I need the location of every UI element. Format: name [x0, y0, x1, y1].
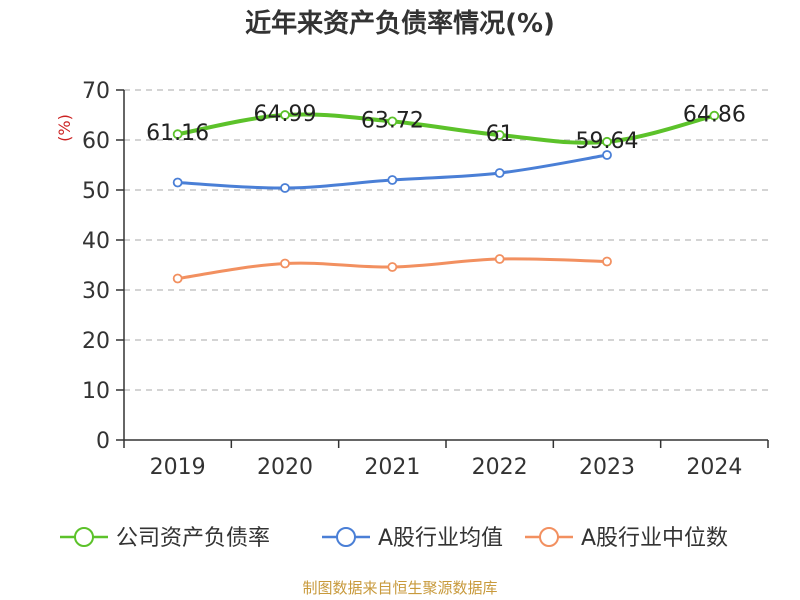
legend-label: A股行业均值	[378, 526, 503, 551]
y-tick-label: 10	[82, 379, 110, 404]
y-tick-label: 40	[82, 229, 110, 254]
x-tick-label: 2023	[579, 455, 635, 480]
x-tick-label: 2021	[364, 455, 420, 480]
chart-title: 近年来资产负债率情况(%)	[245, 8, 555, 39]
data-point	[172, 273, 183, 284]
legend-marker	[539, 527, 559, 547]
data-label: 59.64	[576, 129, 639, 154]
data-point	[172, 129, 183, 140]
data-label: 61.16	[146, 121, 209, 146]
data-point	[602, 256, 612, 267]
data-point	[709, 110, 720, 121]
data-point	[172, 177, 183, 188]
data-label: 63.72	[361, 108, 424, 133]
series-line	[177, 112, 715, 145]
data-point	[387, 262, 398, 272]
legend-label: 公司资产负债率	[116, 526, 270, 551]
axes: 0 10 20 30 40 50 60 70 2019 2020 2021 2022 2023 2024	[82, 79, 769, 480]
gridlines	[124, 89, 768, 391]
data-point	[280, 110, 290, 120]
x-tick-label: 2020	[257, 455, 313, 480]
data-point	[280, 183, 290, 193]
data-label: 64.99	[254, 102, 317, 127]
data-label: 64.86	[683, 103, 746, 128]
y-tick-label: 50	[82, 179, 110, 204]
x-tick-label: 2022	[472, 455, 528, 480]
legend-marker	[74, 527, 94, 547]
series-lines	[172, 110, 720, 284]
data-label: 61	[486, 122, 514, 147]
legend-marker	[336, 527, 356, 547]
data-point	[602, 150, 612, 160]
data-point	[494, 254, 505, 264]
data-point	[494, 130, 505, 140]
source-note: 制图数据来自恒生聚源数据库	[302, 579, 497, 597]
legend: 公司资产负债率 A股行业均值 A股行业中位数	[60, 526, 728, 551]
data-point	[494, 168, 505, 178]
y-axis-unit-label: (%)	[55, 114, 74, 142]
y-tick-label: 60	[82, 129, 110, 154]
x-tick-label: 2024	[686, 455, 742, 480]
x-tick-label: 2019	[150, 455, 206, 480]
data-labels: 61.16 64.99 63.72 61 59.64 64.86	[146, 102, 746, 154]
legend-label: A股行业中位数	[581, 526, 728, 551]
data-point	[280, 258, 290, 269]
data-point	[602, 136, 612, 147]
y-tick-label: 0	[96, 429, 110, 454]
data-point	[387, 175, 398, 185]
y-tick-label: 70	[82, 79, 110, 104]
data-point	[387, 116, 398, 127]
y-tick-label: 30	[82, 279, 110, 304]
y-tick-label: 20	[82, 329, 110, 354]
